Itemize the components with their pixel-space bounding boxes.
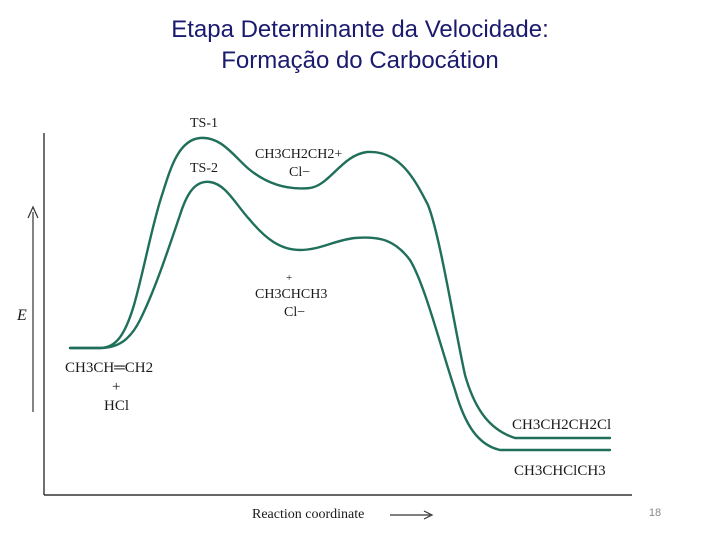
primary-counterion-label: Cl− bbox=[289, 165, 310, 180]
primary-pathway-curve bbox=[68, 136, 612, 440]
reactant-hcl-label: HCl bbox=[104, 398, 129, 414]
reactant-plus-label: + bbox=[112, 379, 120, 395]
primary-carbocation-label: CH3CH2CH2+ bbox=[255, 147, 342, 162]
slide-title: Etapa Determinante da Velocidade: Formaç… bbox=[0, 14, 720, 76]
page-number: 18 bbox=[648, 507, 662, 519]
product-primary-label: CH3CH2CH2Cl bbox=[512, 417, 611, 433]
x-axis-label: Reaction coordinate bbox=[252, 507, 364, 522]
title-line-1: Etapa Determinante da Velocidade: bbox=[171, 16, 549, 43]
secondary-counterion-label: Cl− bbox=[284, 305, 305, 320]
secondary-pathway-curve bbox=[68, 180, 612, 452]
product-secondary-label: CH3CHClCH3 bbox=[514, 463, 606, 479]
secondary-carbocation-label: CH3CHCH3 bbox=[255, 287, 327, 302]
ts1-label: TS-1 bbox=[190, 116, 218, 131]
energy-arrow-head bbox=[27, 205, 39, 219]
secondary-charge-label: + bbox=[286, 272, 292, 284]
y-axis-label: E bbox=[16, 307, 27, 324]
title-line-2: Formação do Carbocátion bbox=[221, 47, 499, 74]
ts2-label: TS-2 bbox=[190, 161, 218, 176]
reaction-arrow-head bbox=[423, 510, 434, 520]
reactant-alkene-label: CH3CH═CH2 bbox=[65, 360, 153, 376]
